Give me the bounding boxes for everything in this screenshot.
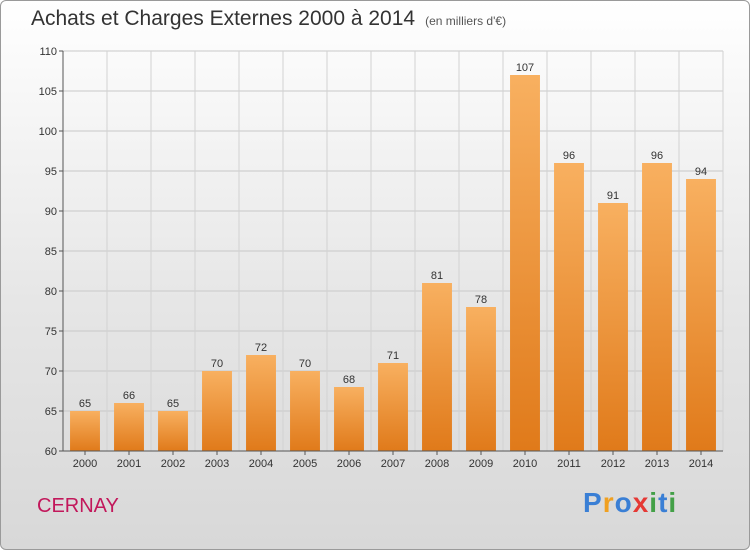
x-tick-label: 2012 [601, 458, 625, 470]
title-text: Achats et Charges Externes 2000 à 2014 [31, 7, 416, 30]
y-tick-label: 80 [45, 286, 57, 298]
bar [466, 307, 496, 451]
proxiti-logo: Proxiti [583, 487, 677, 519]
logo-letter: P [583, 487, 603, 518]
x-tick-label: 2007 [381, 458, 405, 470]
bars [70, 75, 716, 451]
bar [158, 411, 188, 451]
bar [70, 411, 100, 451]
x-tick-label: 2003 [205, 458, 229, 470]
y-tick-label: 110 [39, 46, 57, 58]
data-label: 71 [387, 350, 399, 362]
x-tick-label: 2001 [117, 458, 141, 470]
bar [246, 355, 276, 451]
x-tick-label: 2000 [73, 458, 97, 470]
x-tick-label: 2002 [161, 458, 185, 470]
labels: 60 65 70 75 80 85 90 95 100 105 110 65 2000 66 2001 65 2… [39, 46, 714, 470]
data-label: 78 [475, 294, 487, 306]
bar [686, 179, 716, 451]
data-label: 70 [211, 358, 223, 370]
y-tick-label: 95 [45, 166, 57, 178]
data-label: 94 [695, 166, 707, 178]
bar [334, 387, 364, 451]
data-label: 107 [516, 62, 534, 74]
bar [642, 163, 672, 451]
data-label: 68 [343, 374, 355, 386]
logo-letter: i [668, 487, 678, 518]
data-label: 66 [123, 390, 135, 402]
logo-letter: o [614, 487, 633, 518]
x-tick-label: 2006 [337, 458, 361, 470]
x-tick-label: 2004 [249, 458, 273, 470]
bar [378, 363, 408, 451]
chart-title: Achats et Charges Externes 2000 à 2014 (e… [31, 7, 506, 31]
data-label: 70 [299, 358, 311, 370]
x-tick-label: 2014 [689, 458, 713, 470]
unit-label: (en milliers d'€) [425, 14, 507, 28]
data-label: 72 [255, 342, 267, 354]
commune-name: CERNAY [37, 495, 119, 517]
bar [422, 283, 452, 451]
y-tick-label: 70 [45, 366, 57, 378]
logo-letter: i [649, 487, 659, 518]
x-tick-label: 2013 [645, 458, 669, 470]
x-tick-label: 2011 [557, 458, 581, 470]
y-tick-label: 90 [45, 206, 57, 218]
x-tick-label: 2008 [425, 458, 449, 470]
bar [598, 203, 628, 451]
x-tick-label: 2005 [293, 458, 317, 470]
y-tick-label: 105 [39, 86, 57, 98]
bar [114, 403, 144, 451]
bar [290, 371, 320, 451]
y-tick-label: 65 [45, 406, 57, 418]
y-tick-label: 100 [39, 126, 57, 138]
data-label: 96 [563, 150, 575, 162]
logo-letter: t [658, 487, 669, 518]
y-tick-label: 85 [45, 246, 57, 258]
x-tick-label: 2009 [469, 458, 493, 470]
x-tick-label: 2010 [513, 458, 537, 470]
bar [510, 75, 540, 451]
y-tick-label: 75 [45, 326, 57, 338]
axes [59, 50, 723, 455]
logo-letter: x [632, 487, 650, 518]
bar [202, 371, 232, 451]
y-tick-label: 60 [45, 446, 57, 458]
logo-letter: r [602, 487, 615, 518]
bar [554, 163, 584, 451]
data-label: 65 [167, 398, 179, 410]
data-label: 81 [431, 270, 443, 282]
data-label: 96 [651, 150, 663, 162]
data-label: 91 [607, 190, 619, 202]
data-label: 65 [79, 398, 91, 410]
